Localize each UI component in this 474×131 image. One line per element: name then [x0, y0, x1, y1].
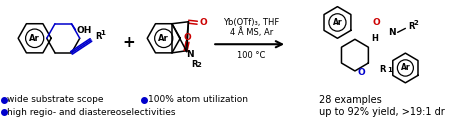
Text: N: N	[388, 28, 396, 37]
Text: R: R	[96, 32, 102, 40]
Text: Ar: Ar	[158, 34, 169, 43]
Text: 2: 2	[413, 20, 418, 26]
Text: 1: 1	[100, 30, 106, 36]
Text: Ar: Ar	[29, 34, 40, 43]
Text: up to 92% yield, >19:1 dr: up to 92% yield, >19:1 dr	[319, 108, 445, 118]
Text: Ar: Ar	[333, 18, 342, 27]
Text: 4 Å MS, Ar: 4 Å MS, Ar	[230, 27, 273, 37]
Text: Ar: Ar	[401, 64, 410, 72]
Text: OH: OH	[76, 26, 92, 35]
Text: N: N	[186, 50, 193, 59]
Text: R: R	[191, 60, 198, 69]
Text: 100 °C: 100 °C	[237, 51, 266, 60]
Text: 28 examples: 28 examples	[319, 95, 382, 105]
Text: Yb(OTf)₃, THF: Yb(OTf)₃, THF	[223, 18, 280, 27]
Text: O: O	[199, 18, 207, 27]
Text: R: R	[379, 66, 385, 74]
Text: O: O	[183, 32, 191, 42]
Text: +: +	[122, 35, 135, 50]
Text: O: O	[358, 68, 365, 77]
Text: 2: 2	[196, 62, 201, 67]
Text: 1: 1	[387, 67, 392, 73]
Text: R: R	[408, 22, 415, 31]
Text: wide substrate scope: wide substrate scope	[8, 95, 104, 104]
Text: high regio- and diastereoselectivities: high regio- and diastereoselectivities	[8, 108, 176, 117]
Text: H: H	[371, 34, 378, 43]
Text: O: O	[373, 18, 380, 27]
Text: 100% atom utilization: 100% atom utilization	[148, 95, 248, 104]
